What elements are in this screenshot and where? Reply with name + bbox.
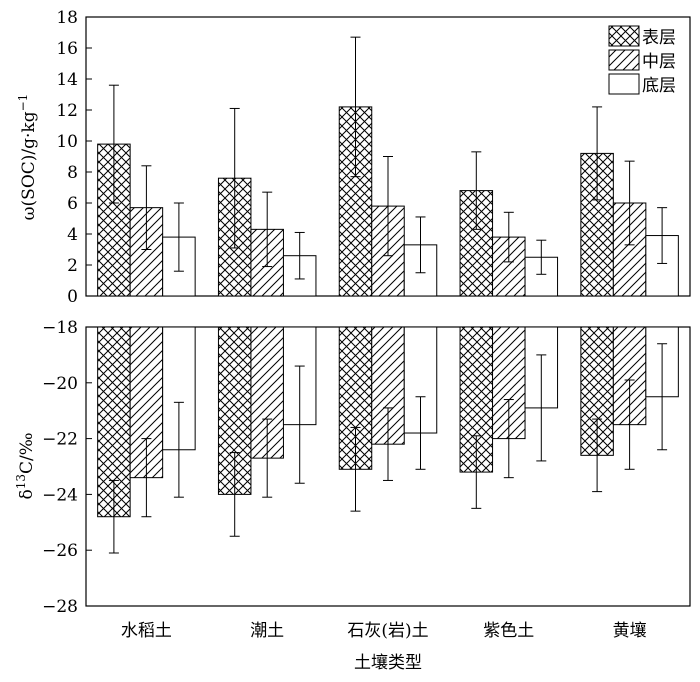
top-panel: 0 2 4 6 8 10 12 14 16 18 ω(SOC)/g·kg−1 表层 中层 底层 xyxy=(16,8,691,307)
top-y-tick-label: 0 xyxy=(67,287,78,307)
top-y-tick-label: 6 xyxy=(67,194,78,214)
x-tick-label: 水稻土 xyxy=(121,621,172,641)
top-bar-middle xyxy=(129,207,164,297)
top-y-tick-label: 10 xyxy=(56,132,78,152)
top-y-axis-label: ω(SOC)/g·kg−1 xyxy=(16,94,39,221)
bottom-y-axis-label-rest: C/‰ xyxy=(17,432,37,474)
top-y-axis-label-sup: −1 xyxy=(16,94,30,112)
bottom-panel: −28 −26 −24 −22 −20 −18 水稻土 潮土 石灰(岩)土 紫色土 黄壤 δ13C… xyxy=(14,318,691,673)
bottom-y-tick-label: −24 xyxy=(42,485,78,505)
bottom-y-axis-label-sup: 13 xyxy=(14,474,28,489)
legend-swatch-surface xyxy=(608,25,640,47)
top-y-tick-label: 8 xyxy=(67,163,78,183)
x-tick-label: 紫色土 xyxy=(483,621,534,641)
top-y-tick-label: 16 xyxy=(56,39,78,59)
legend-swatch-bottom xyxy=(608,73,640,95)
x-tick-label: 黄壤 xyxy=(613,620,647,641)
top-y-tick-label: 14 xyxy=(56,70,78,90)
bottom-y-axis-label-delta: δ xyxy=(17,489,37,499)
legend-swatch-middle xyxy=(608,49,640,71)
x-tick-label: 潮土 xyxy=(250,621,284,641)
bottom-y-tick-label: −20 xyxy=(42,374,78,394)
top-y-tick-label: 12 xyxy=(56,101,78,121)
top-y-tick-label: 2 xyxy=(67,256,78,276)
bottom-y-tick-label: −18 xyxy=(42,318,78,338)
bottom-y-tick-label: −26 xyxy=(42,541,78,561)
top-y-tick-label: 18 xyxy=(56,8,78,28)
x-tick-label: 石灰(岩)土 xyxy=(347,621,428,641)
bottom-y-tick-label: −28 xyxy=(42,597,78,617)
legend: 表层 中层 底层 xyxy=(607,24,689,96)
bottom-y-tick-label: −22 xyxy=(42,430,78,450)
top-bar-middle xyxy=(612,202,647,297)
bottom-bar-surface xyxy=(217,326,252,495)
legend-label-middle: 中层 xyxy=(642,52,676,72)
bottom-y-axis-label: δ13C/‰ xyxy=(14,432,37,499)
legend-label-bottom: 底层 xyxy=(642,76,676,96)
legend-label-surface: 表层 xyxy=(642,28,676,48)
x-axis-label: 土壤类型 xyxy=(354,652,422,673)
top-y-tick-label: 4 xyxy=(67,225,78,245)
top-y-axis-label-main: ω(SOC)/g·kg xyxy=(19,111,39,220)
